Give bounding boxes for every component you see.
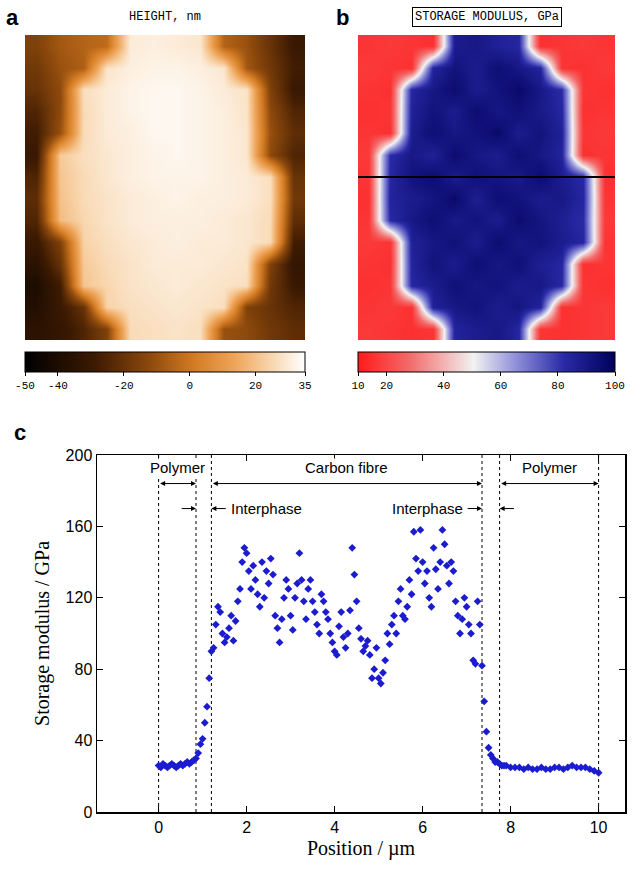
- svg-text:Storage modulus / GPa: Storage modulus / GPa: [31, 541, 54, 726]
- svg-text:40: 40: [437, 380, 450, 392]
- svg-text:Polymer: Polymer: [522, 459, 577, 476]
- svg-text:-20: -20: [114, 380, 134, 392]
- svg-text:8: 8: [506, 819, 515, 836]
- svg-text:200: 200: [66, 447, 93, 464]
- svg-text:b: b: [336, 5, 349, 30]
- svg-text:40: 40: [75, 732, 93, 749]
- svg-text:80: 80: [551, 380, 564, 392]
- svg-text:80: 80: [75, 661, 93, 678]
- svg-text:STORAGE MODULUS, GPa: STORAGE MODULUS, GPa: [415, 10, 559, 24]
- svg-text:60: 60: [494, 380, 507, 392]
- svg-text:Carbon fibre: Carbon fibre: [305, 459, 388, 476]
- svg-text:-40: -40: [48, 380, 68, 392]
- svg-text:20: 20: [249, 380, 262, 392]
- svg-text:Polymer: Polymer: [150, 459, 205, 476]
- svg-text:a: a: [6, 5, 19, 30]
- svg-text:10: 10: [351, 380, 364, 392]
- svg-text:0: 0: [186, 380, 193, 392]
- svg-text:6: 6: [418, 819, 427, 836]
- svg-text:HEIGHT, nm: HEIGHT, nm: [129, 10, 201, 24]
- svg-text:Position / µm: Position / µm: [307, 837, 416, 860]
- svg-text:c: c: [14, 420, 26, 445]
- svg-text:-50: -50: [15, 380, 35, 392]
- svg-text:Interphase: Interphase: [392, 500, 463, 517]
- svg-text:0: 0: [154, 819, 163, 836]
- svg-text:100: 100: [605, 380, 625, 392]
- svg-text:0: 0: [83, 804, 92, 821]
- svg-text:4: 4: [330, 819, 339, 836]
- svg-text:160: 160: [66, 518, 93, 535]
- svg-text:35: 35: [298, 380, 311, 392]
- svg-text:120: 120: [66, 589, 93, 606]
- svg-text:20: 20: [380, 380, 393, 392]
- svg-text:2: 2: [242, 819, 251, 836]
- svg-text:Interphase: Interphase: [231, 500, 302, 517]
- svg-text:10: 10: [590, 819, 608, 836]
